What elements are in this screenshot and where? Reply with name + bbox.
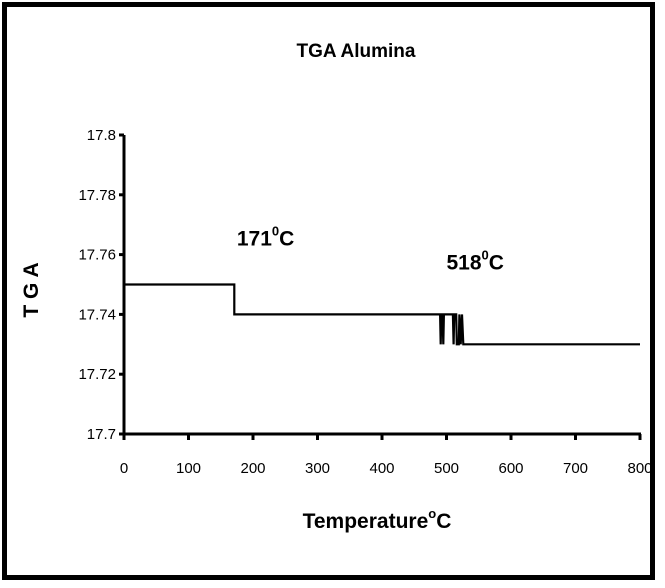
annotation-sup: 0 xyxy=(272,224,279,239)
x-tick-label: 100 xyxy=(176,460,201,477)
chart-canvas: TGA Alumina 17.7 17.72 17.74 17.76 17.78 17.8… xyxy=(20,41,650,533)
y-axis-ticks: 17.7 17.72 17.74 17.76 17.78 17.8 xyxy=(78,127,124,443)
annotation-unit: C xyxy=(279,228,294,251)
x-axis-title: TemperatureoC xyxy=(303,506,452,533)
x-axis-title-unit: C xyxy=(436,510,451,533)
series-line xyxy=(124,283,640,346)
x-axis-title-text: Temperature xyxy=(303,510,429,533)
x-tick-label: 600 xyxy=(498,460,523,477)
y-tick-label: 17.7 xyxy=(87,426,116,443)
y-axis-title: T G A xyxy=(20,262,43,317)
x-tick-label: 500 xyxy=(434,460,459,477)
y-tick-label: 17.74 xyxy=(78,306,116,323)
chart-frame: TGA Alumina 17.7 17.72 17.74 17.76 17.78 17.8… xyxy=(2,2,655,580)
x-tick-label: 200 xyxy=(240,460,265,477)
y-tick-label: 17.8 xyxy=(87,127,116,144)
annotation-sup: 0 xyxy=(482,248,489,263)
y-tick-label: 17.72 xyxy=(78,366,116,383)
x-tick-label: 400 xyxy=(369,460,394,477)
x-tick-label: 300 xyxy=(305,460,330,477)
x-tick-label: 700 xyxy=(563,460,588,477)
plot-series xyxy=(124,283,640,346)
x-tick-label: 800 xyxy=(627,460,650,477)
x-axis-ticks: 0 100 200 300 400 500 600 700 800 xyxy=(120,434,650,477)
annotation-value: 171 xyxy=(237,228,272,251)
temperature-annotation: 1710C xyxy=(237,224,294,251)
y-tick-label: 17.76 xyxy=(78,247,116,264)
annotation-value: 518 xyxy=(447,252,482,275)
x-axis-title-sup: o xyxy=(428,506,436,521)
temperature-annotation: 5180C xyxy=(447,248,504,275)
x-tick-label: 0 xyxy=(120,460,128,477)
y-tick-label: 17.78 xyxy=(78,187,116,204)
annotation-unit: C xyxy=(489,252,504,275)
chart-title: TGA Alumina xyxy=(297,41,416,62)
